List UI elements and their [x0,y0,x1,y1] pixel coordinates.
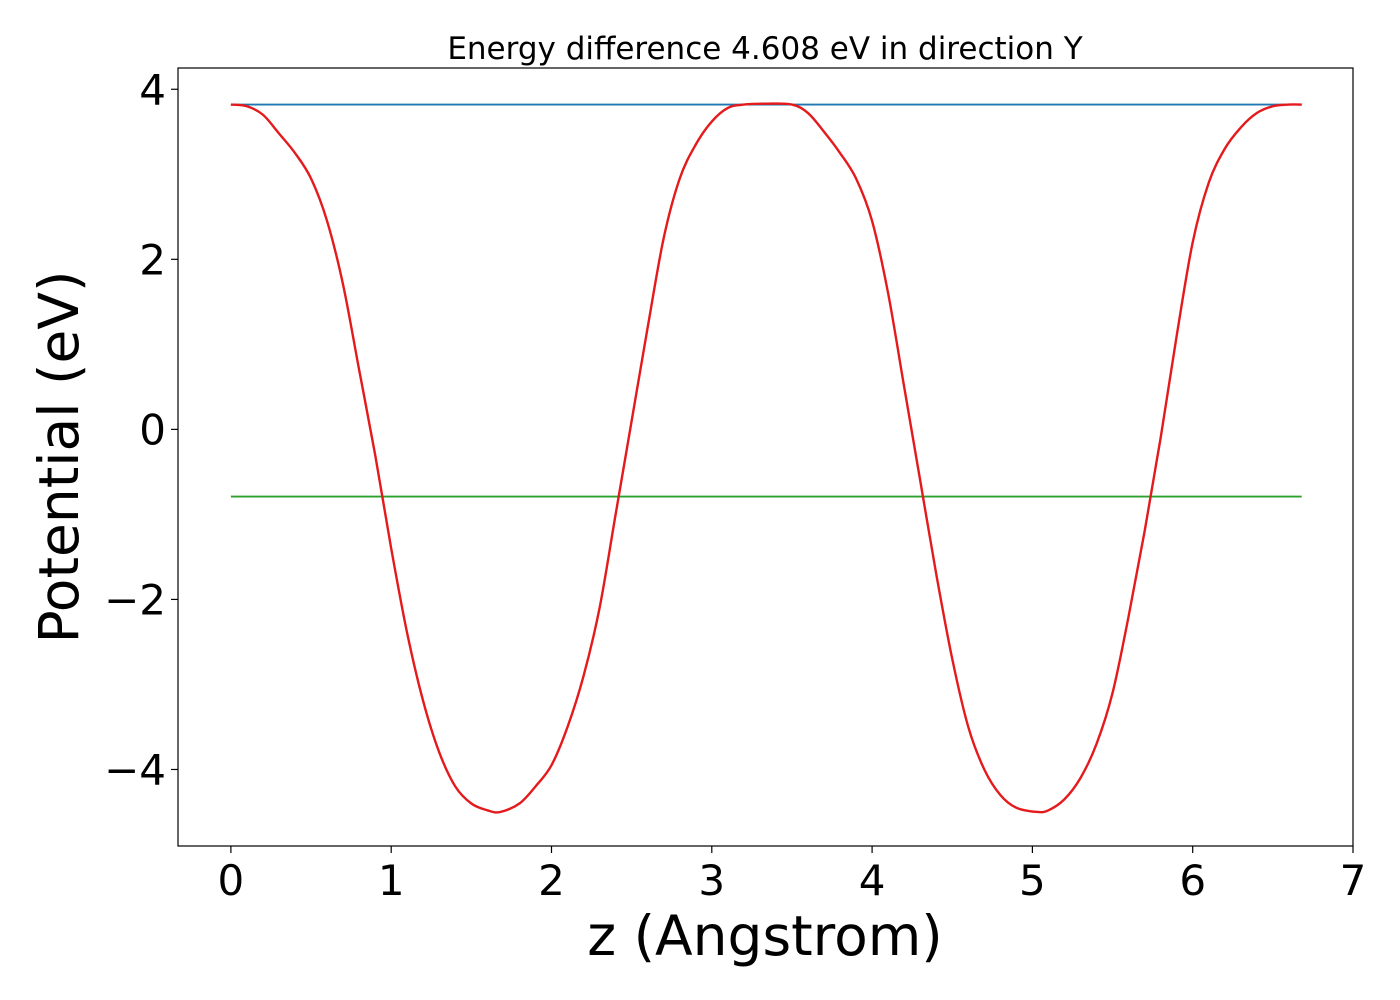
x-axis-label: z (Angstrom) [587,904,943,968]
chart-title: Energy difference 4.608 eV in direction … [447,31,1082,67]
x-tick-label: 6 [1179,856,1206,905]
x-tick-label: 1 [378,856,405,905]
x-tick-label: 5 [1019,856,1046,905]
y-axis-label: Potential (eV) [27,271,91,644]
y-tick-label: 4 [139,65,166,114]
x-axis: 0 1 2 3 4 5 6 7 [218,846,1367,905]
y-tick-label: −4 [104,745,166,794]
y-axis: −4 −2 0 2 4 [104,65,178,794]
x-tick-label: 3 [698,856,725,905]
x-tick-label: 0 [218,856,245,905]
y-tick-label: −2 [104,575,166,624]
plot-frame [177,67,1354,847]
plot-area [230,102,1302,814]
x-tick-label: 7 [1340,856,1367,905]
series-line-3 [230,102,1302,814]
x-tick-label: 4 [859,856,886,905]
y-tick-label: 2 [139,235,166,284]
x-tick-label: 2 [538,856,565,905]
y-tick-label: 0 [139,405,166,454]
